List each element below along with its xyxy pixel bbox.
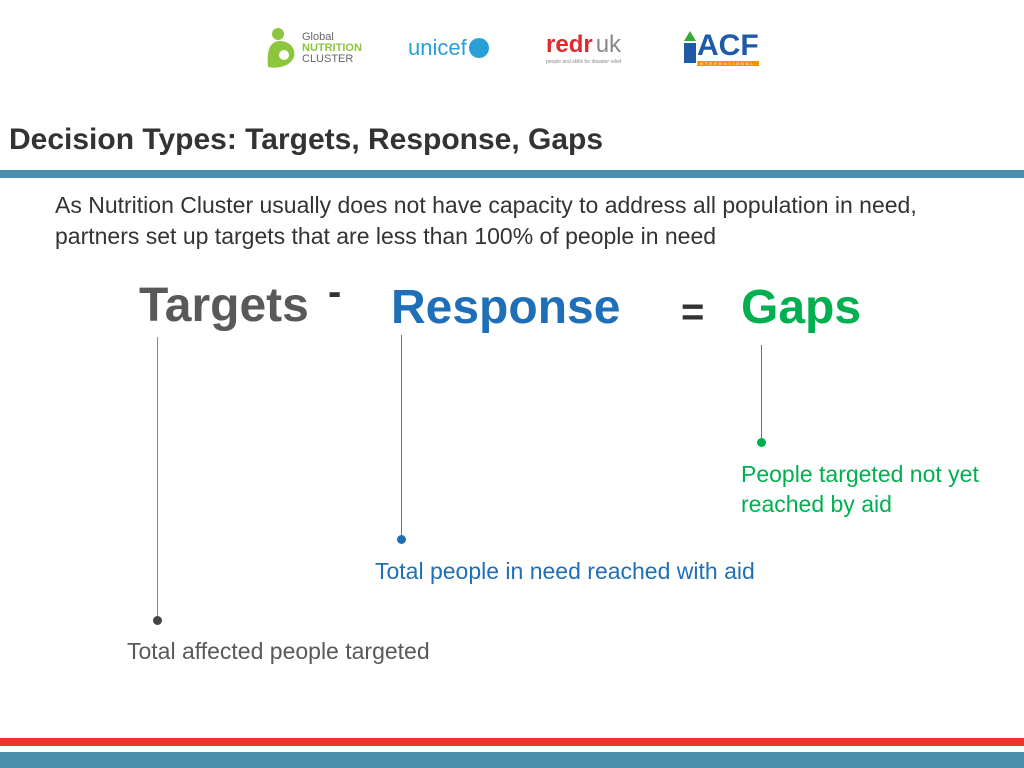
footer-blue-bar [0,752,1024,768]
targets-term: Targets [139,279,309,332]
targets-dot [153,616,162,625]
response-connector [401,335,402,538]
gaps-dot [757,438,766,447]
logo-tagline: people and skills for disaster relief [546,59,622,65]
response-term: Response [391,281,621,334]
response-label: Total people in need reached with aid [375,558,755,584]
targets-connector [157,337,158,620]
logo-text: uk [595,31,622,58]
logo-text: CLUSTER [302,52,354,65]
gaps-term: Gaps [741,281,862,334]
gaps-connector [761,345,762,442]
unicef-logo: unicef [408,24,489,72]
logo-text: NUTRITION [302,41,362,54]
logo-text: unicef [408,35,467,60]
slide-title: Decision Types: Targets, Response, Gaps [9,123,604,156]
gaps-label: People targeted not yet reached by aid [741,461,979,517]
tree-icon [684,31,696,63]
minus-sign: - [328,270,342,314]
header-divider [0,170,1024,178]
mother-child-icon [267,28,295,68]
logo-text: INTERNATIONAL [697,60,759,66]
logo-text: ACF [697,28,759,62]
equals-sign: = [681,290,705,334]
footer-red-bar [0,738,1024,746]
logo-text: redr [546,31,593,58]
redr-uk-logo: redr uk people and skills for disaster re… [546,24,621,72]
global-nutrition-cluster-logo: Global NUTRITION CLUSTER [266,24,362,72]
response-dot [397,535,406,544]
acf-logo: ACF INTERNATIONAL [683,24,759,72]
logo-text: Global [302,30,334,43]
targets-label: Total affected people targeted [127,638,430,664]
globe-icon [468,38,489,58]
intro-text: As Nutrition Cluster usually does not ha… [55,192,917,249]
